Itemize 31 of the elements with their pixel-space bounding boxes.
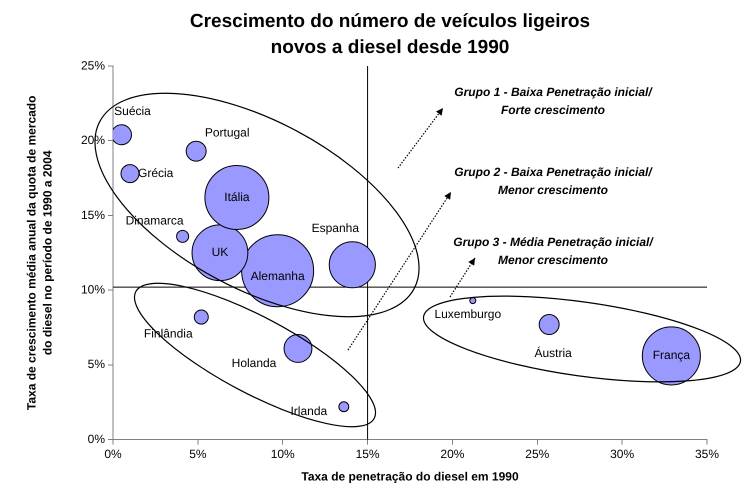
chart-title: Crescimento do número de veículos ligeiros novos a diesel desde 1990	[190, 11, 590, 58]
series-label: UK	[212, 245, 228, 260]
x-tick-label: 0%	[104, 447, 122, 462]
y-tick-label: 10%	[80, 282, 106, 296]
series-label: Irlanda	[290, 404, 328, 418]
series-label: Alemanha	[250, 269, 305, 284]
y-tick-label: 15%	[80, 208, 106, 222]
annotation: Grupo 2 - Baixa Penetração inicial/ Menor crescimento	[453, 164, 654, 199]
y-tick-label: 0%	[88, 432, 106, 446]
y-tick-label: 25%	[80, 58, 106, 72]
x-tick-label: 35%	[694, 447, 720, 462]
x-tick-label: 10%	[270, 447, 296, 462]
series-label: Holanda	[232, 356, 277, 370]
x-axis-title: Taxa de penetração do diesel em 1990	[301, 469, 519, 484]
y-tick-label: 5%	[88, 357, 106, 372]
series-label: Itália	[224, 190, 250, 204]
series-label: França	[652, 348, 690, 362]
annotation: Grupo 3 - Média Penetração inicial/ Menor crescimento	[452, 234, 655, 269]
series-label: Espanha	[312, 221, 360, 236]
series-label: Luxemburgo	[434, 306, 502, 321]
series-label: Áustria	[534, 346, 572, 360]
series-label: Portugal	[204, 125, 250, 140]
series-label: Suécia	[114, 104, 152, 118]
x-tick-label: 5%	[189, 447, 207, 462]
x-tick-label: 30%	[610, 447, 634, 462]
x-tick-label: 25%	[525, 447, 550, 462]
annotation: Grupo 1 - Baixa Penetração inicial/ Forte crescimento	[453, 84, 654, 119]
x-tick-label: 15%	[356, 447, 380, 462]
y-axis-title: Taxa de crescimento média anual da quota de mercado do diesel no período de 1990 a 2004	[24, 96, 54, 410]
x-tick-label: 20%	[440, 447, 465, 462]
series-label: Grécia	[138, 166, 174, 180]
